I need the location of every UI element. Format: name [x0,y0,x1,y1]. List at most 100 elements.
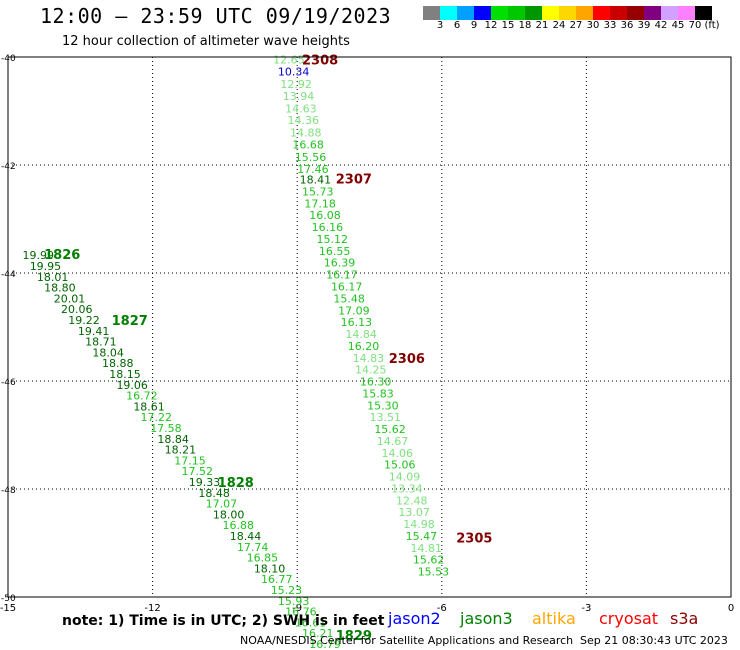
swh-value: 14.83 [353,352,385,365]
swh-value: 19.22 [68,314,100,327]
swh-value: 17.18 [304,197,336,210]
legend-swatch [610,6,627,20]
swh-value: 14.63 [285,102,317,115]
swh-value: 12.48 [396,494,428,507]
swh-value: 17.07 [206,498,238,511]
swh-value: 15.47 [406,530,438,543]
swh-value: 13.94 [283,90,315,103]
swh-value: 17.58 [150,422,182,435]
x-tick-label: -6 [437,603,447,614]
swh-value: 18.80 [44,282,76,295]
legend-swatch [423,6,440,20]
legend-swatch [627,6,644,20]
y-tick-label: -50 [1,594,16,604]
plot-frame [7,56,732,598]
swh-value: 10.34 [278,66,310,79]
swh-value: 17.52 [182,465,214,478]
swh-value: 13.51 [370,411,402,424]
swh-value: 17.74 [237,541,269,554]
swh-value: 16.85 [247,552,279,565]
swh-value: 16.20 [348,340,380,353]
swh-value: 16.16 [312,221,344,234]
legend-swatch [508,6,525,20]
swh-value: 16.79 [309,638,341,650]
swh-value: 16.68 [292,138,324,151]
swh-value: 16.39 [324,257,356,270]
x-tick-label: -3 [581,603,591,614]
legend-swatch [559,6,576,20]
track-time-label: 1828 [218,476,254,491]
swh-value: 13.34 [391,482,423,495]
legend-label: 33 [603,20,617,31]
swh-value: 16.17 [331,281,363,294]
swh-value: 14.06 [382,447,414,460]
legend-label: 12 [484,20,498,31]
mission-cryosat: cryosat [599,609,659,628]
legend-swatch [542,6,559,20]
swh-value: 18.48 [198,487,230,500]
swh-value: 15.06 [384,459,416,472]
swh-value: 17.46 [297,163,329,176]
swh-value: 16.76 [285,606,317,619]
swh-value: 16.17 [326,269,358,282]
swh-value: 15.12 [316,233,348,246]
legend-swatch [576,6,593,20]
mission-s3a: s3a [670,609,699,628]
swh-value: 15.62 [413,554,445,567]
mission-altika: altika [532,609,576,628]
swh-value: 14.88 [290,127,322,140]
swh-value: 19.99 [22,249,54,262]
swh-value: 18.84 [157,433,189,446]
swh-value: 18.01 [37,271,69,284]
swh-value: 18.10 [254,562,286,575]
swh-value: 18.41 [300,174,332,187]
swh-value: 19.95 [30,260,62,273]
swh-value: 14.81 [410,542,442,555]
page-title: 12:00 – 23:59 UTC 09/19/2023 [40,4,392,28]
swh-value: 15.93 [278,595,310,608]
swh-value: 16.21 [302,627,334,640]
legend-label: 70 [688,20,702,31]
legend-swatch [661,6,678,20]
swh-value: 18.04 [92,346,124,359]
legend-label: 30 [586,20,600,31]
swh-value: 16.77 [261,573,293,586]
legend-swatch [440,6,457,20]
swh-value: 14.84 [345,328,377,341]
legend-swatch [644,6,661,20]
x-tick-label: -12 [144,603,160,614]
swh-value: 14.36 [288,114,320,127]
track-time-label: 1826 [44,248,80,263]
legend-label: 36 [620,20,634,31]
swh-value: 16.08 [309,209,341,222]
track-time-label: 2308 [302,54,338,69]
swh-value: 17.15 [174,454,206,467]
legend-label: 6 [453,20,461,31]
legend-swatch [457,6,474,20]
legend-label: 18 [518,20,532,31]
track-time-label: 2307 [336,173,372,188]
swh-value: 16.55 [319,245,351,258]
legend-swatch [474,6,491,20]
swh-value: 16.88 [222,519,254,532]
legend-colorbar [423,6,712,20]
swh-value: 14.09 [389,471,421,484]
legend-label: 24 [552,20,566,31]
swh-value: 20.06 [61,303,93,316]
legend-label: 21 [535,20,549,31]
legend-swatch [525,6,542,20]
legend-swatch [593,6,610,20]
swh-value: 18.15 [109,368,141,381]
swh-value: 15.56 [295,151,327,164]
swh-value: 14.98 [403,518,435,531]
x-tick-label: -15 [0,603,16,614]
swh-value: 13.07 [398,506,430,519]
legend-label: 39 [637,20,651,31]
swh-value: 18.21 [165,444,197,457]
swh-value: 15.73 [302,185,334,198]
swh-value: 19.06 [116,379,148,392]
track-time-label: 1827 [112,314,148,329]
track-time-label: 2306 [389,352,425,367]
x-tick-label: -9 [292,603,302,614]
